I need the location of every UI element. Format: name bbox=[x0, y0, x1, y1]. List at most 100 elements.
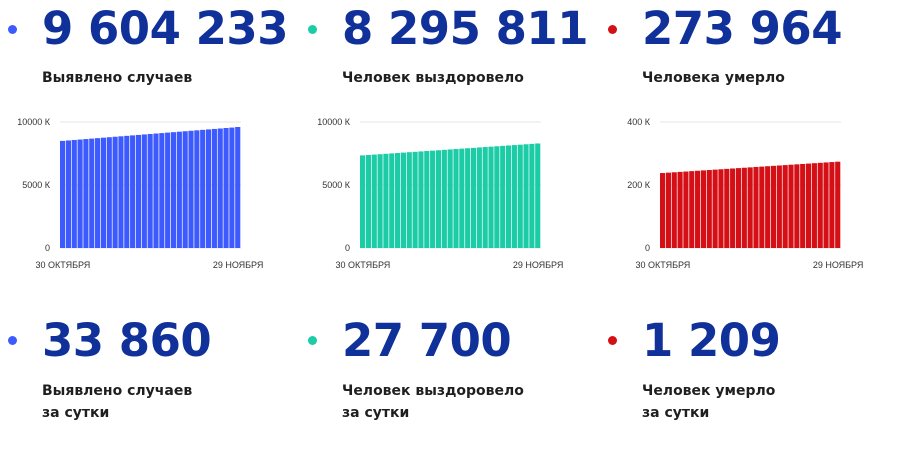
bar bbox=[829, 162, 835, 248]
bar bbox=[159, 133, 165, 248]
bar bbox=[77, 139, 83, 248]
total-deaths-value: 273 964 bbox=[642, 2, 843, 55]
bar bbox=[700, 170, 707, 248]
bar bbox=[782, 165, 788, 248]
daily-recovered-value: 27 700 bbox=[342, 314, 512, 367]
y-tick-label: 0 bbox=[45, 243, 50, 253]
bar bbox=[83, 139, 89, 248]
bar bbox=[811, 163, 817, 248]
bar bbox=[753, 166, 759, 248]
bar bbox=[776, 165, 782, 248]
bar bbox=[706, 170, 712, 248]
bar bbox=[765, 166, 771, 248]
bar bbox=[100, 137, 107, 248]
bar bbox=[517, 144, 523, 248]
total-deaths-label: Человека умерло bbox=[642, 70, 785, 86]
y-tick-label: 0 bbox=[345, 243, 350, 253]
daily-deaths-sublabel: за сутки bbox=[642, 405, 710, 421]
bar bbox=[106, 137, 112, 248]
daily-cases-label: Выявлено случаев bbox=[42, 383, 193, 399]
bar bbox=[65, 140, 71, 248]
daily-recovered-label: Человек выздоровело bbox=[342, 383, 524, 399]
y-tick-label: 200 К bbox=[627, 180, 651, 190]
bar bbox=[95, 138, 101, 248]
bar bbox=[695, 170, 701, 248]
bar bbox=[435, 150, 442, 248]
bar bbox=[377, 154, 383, 248]
y-tick-label: 0 bbox=[645, 243, 650, 253]
bar bbox=[735, 168, 742, 248]
bar bbox=[170, 132, 177, 248]
daily-recovered-sublabel: за сутки bbox=[342, 405, 410, 421]
bar bbox=[400, 152, 407, 248]
bar bbox=[689, 171, 695, 248]
x-tick-label-end: 29 НОЯБРЯ bbox=[213, 260, 264, 270]
bar bbox=[365, 155, 371, 248]
bar bbox=[747, 167, 753, 248]
bar bbox=[665, 172, 671, 248]
bar bbox=[724, 168, 730, 248]
bar bbox=[60, 140, 66, 248]
bar bbox=[165, 132, 171, 248]
bar bbox=[182, 131, 188, 248]
bar bbox=[730, 168, 736, 248]
bar bbox=[465, 148, 471, 248]
x-tick-label-end: 29 НОЯБРЯ bbox=[813, 260, 864, 270]
bar bbox=[476, 147, 482, 248]
bar bbox=[130, 135, 136, 248]
bar bbox=[217, 128, 223, 248]
bar bbox=[200, 129, 206, 248]
bar bbox=[395, 153, 401, 248]
bar bbox=[800, 163, 806, 248]
bar bbox=[235, 126, 241, 248]
bar bbox=[500, 145, 506, 248]
bar bbox=[447, 149, 453, 248]
recovered-dot-icon bbox=[308, 25, 317, 34]
total-recovered-value: 8 295 811 bbox=[342, 2, 589, 55]
y-tick-label: 5000 К bbox=[22, 180, 51, 190]
bar bbox=[482, 147, 488, 248]
total-recovered-label: Человек выздоровело bbox=[342, 70, 524, 86]
bar bbox=[188, 130, 194, 248]
deaths-bar-chart: 0 200 К 400 К 30 ОКТЯБРЯ 29 НОЯБРЯ bbox=[627, 117, 864, 270]
bar bbox=[470, 147, 477, 248]
y-tick-label: 10000 К bbox=[17, 117, 51, 127]
bar bbox=[459, 148, 465, 248]
bar bbox=[430, 150, 436, 248]
bar bbox=[205, 129, 212, 248]
bar bbox=[112, 136, 118, 248]
bar bbox=[523, 144, 529, 248]
bar bbox=[535, 143, 541, 248]
daily-cases-sublabel: за сутки bbox=[42, 405, 110, 421]
recovered-dot-icon bbox=[308, 336, 317, 345]
x-tick-label-start: 30 ОКТЯБРЯ bbox=[36, 260, 91, 270]
bar bbox=[505, 145, 512, 248]
total-cases-value: 9 604 233 bbox=[42, 2, 289, 55]
deaths-dot-icon bbox=[608, 25, 617, 34]
bar bbox=[770, 165, 777, 248]
bar bbox=[135, 134, 142, 248]
x-tick-label-end: 29 НОЯБРЯ bbox=[513, 260, 564, 270]
bar bbox=[712, 169, 718, 248]
bar bbox=[406, 152, 412, 248]
bar bbox=[441, 149, 447, 248]
deaths-dot-icon bbox=[608, 336, 617, 345]
recovered-bar-chart: 0 5000 К 10000 К 30 ОКТЯБРЯ 29 НОЯБРЯ bbox=[317, 117, 564, 270]
bar bbox=[124, 135, 130, 248]
bar bbox=[511, 145, 517, 248]
bar bbox=[371, 154, 377, 248]
bar bbox=[383, 153, 389, 248]
x-tick-label-start: 30 ОКТЯБРЯ bbox=[636, 260, 691, 270]
bar bbox=[453, 149, 459, 248]
bar bbox=[153, 133, 159, 248]
bar bbox=[89, 138, 95, 248]
bar bbox=[529, 143, 535, 248]
bar bbox=[671, 172, 677, 248]
bar bbox=[677, 171, 683, 248]
bar bbox=[418, 151, 424, 248]
daily-deaths-label: Человек умерло bbox=[642, 383, 776, 399]
bar bbox=[141, 134, 147, 248]
cases-dot-icon bbox=[8, 25, 17, 34]
bar bbox=[389, 153, 395, 248]
daily-deaths-value: 1 209 bbox=[642, 314, 781, 367]
